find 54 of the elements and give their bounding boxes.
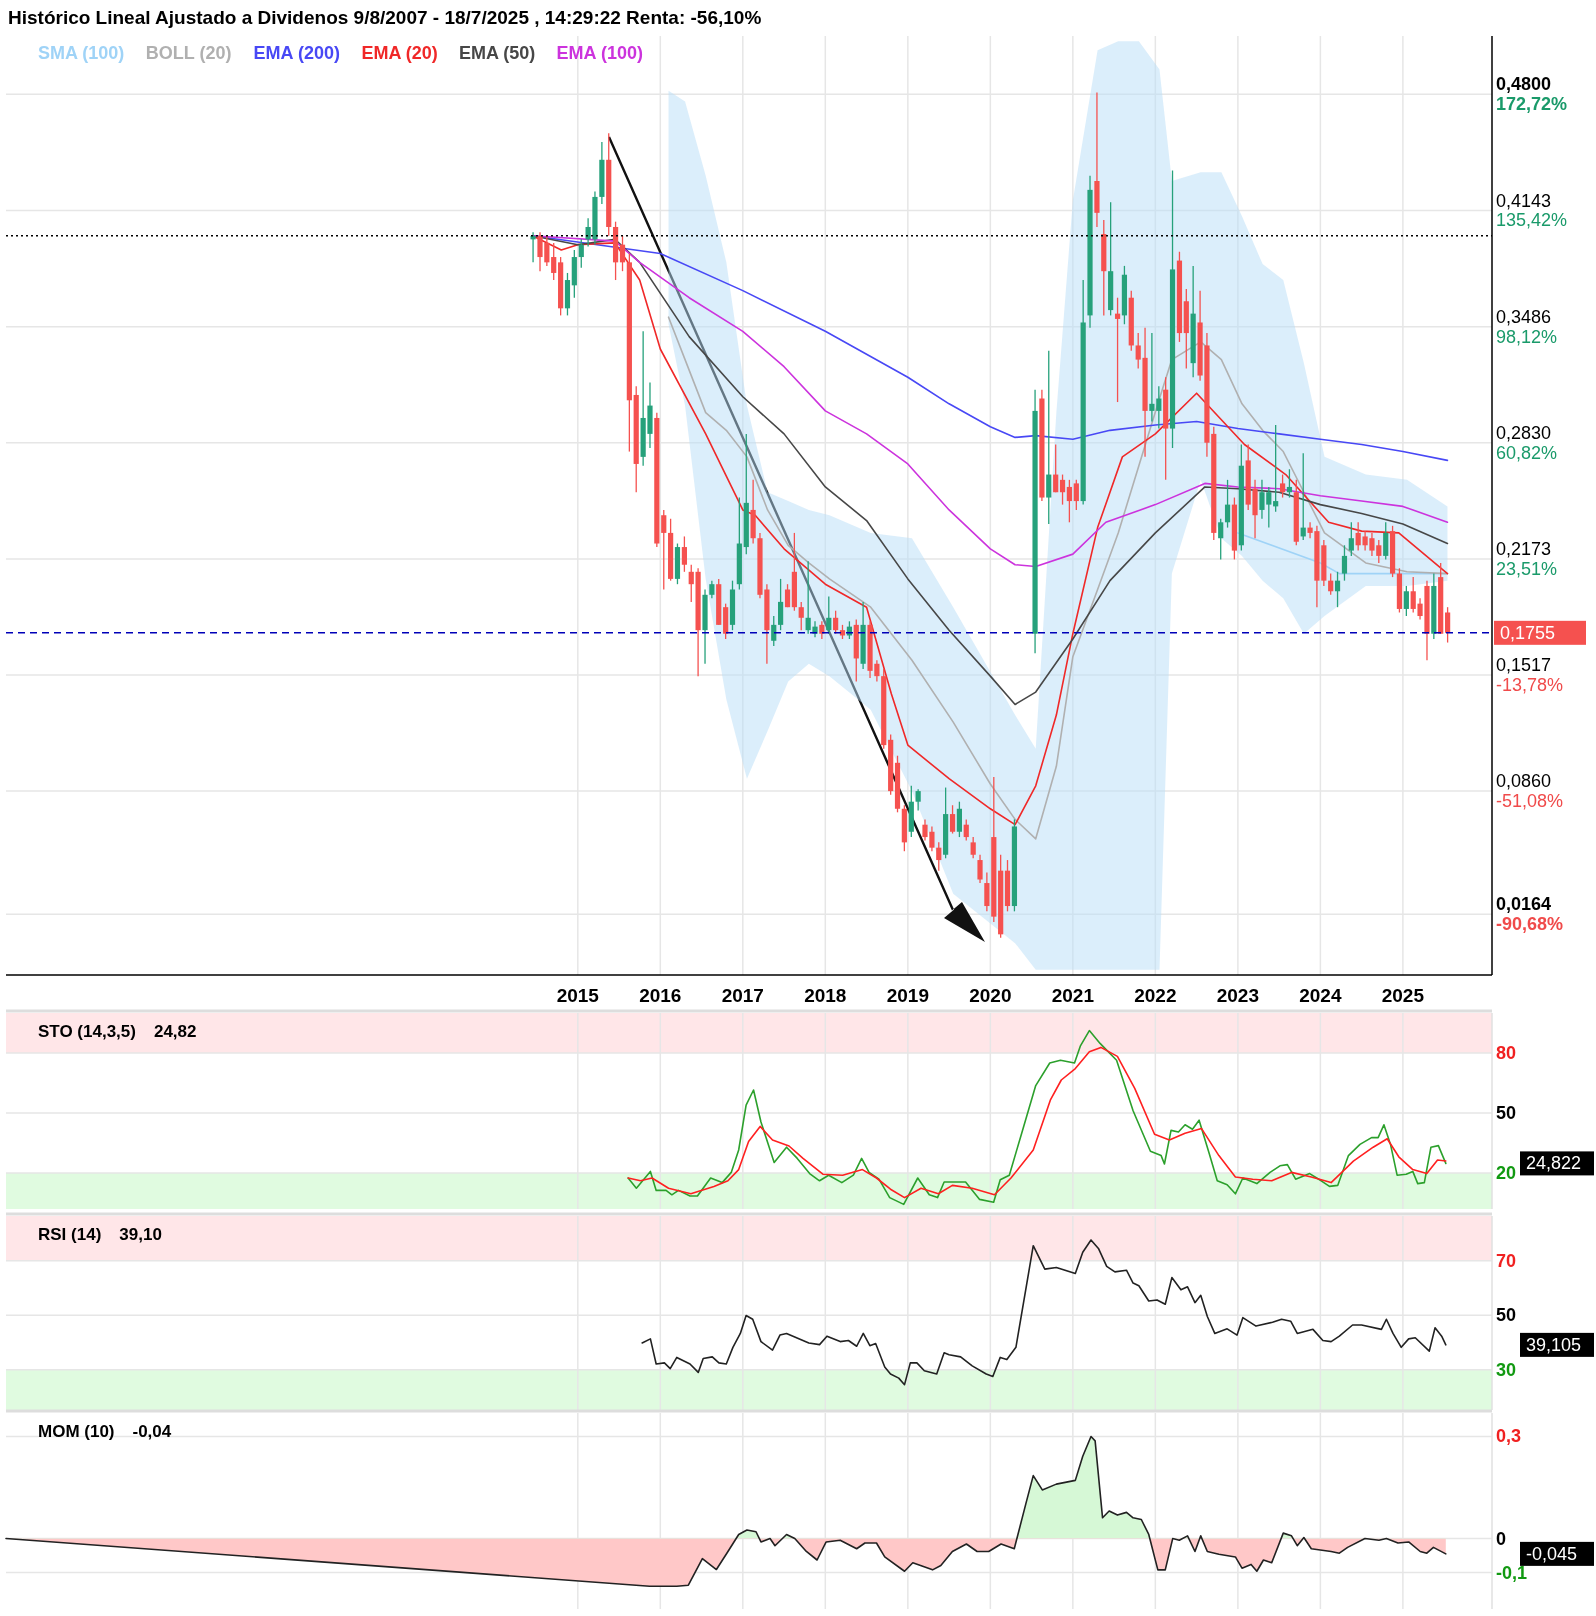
- text: SMA (100): [38, 43, 125, 63]
- y2-tick-label: -13,78%: [1496, 674, 1564, 695]
- y-tick-label: 50: [1496, 1305, 1517, 1326]
- text: EMA (200): [253, 43, 340, 63]
- x-tick-label: 2024: [1299, 985, 1342, 1006]
- x-tick-label: 2016: [639, 985, 682, 1006]
- y-tick-label: 80: [1496, 1043, 1517, 1063]
- y2-tick-label: 135,42%: [1496, 210, 1568, 231]
- y2-tick-label: -51,08%: [1496, 790, 1564, 811]
- y2-tick-label: 98,12%: [1496, 326, 1558, 347]
- text: MOM (10): [38, 1422, 115, 1441]
- x-tick-label: 2020: [969, 985, 1012, 1006]
- text: 39,10: [119, 1225, 162, 1244]
- ref-line-label: 0,1755: [1500, 622, 1556, 643]
- text: EMA (50): [459, 43, 536, 63]
- y2-tick-label: 172,72%: [1496, 94, 1568, 115]
- y-tick-label: 70: [1496, 1250, 1517, 1271]
- text: 24,82: [153, 1022, 197, 1041]
- y-tick-label: 0,1517: [1496, 654, 1552, 675]
- chart-title: Histórico Lineal Ajustado a Dividenos 9/8/2007 - 18/7/2025 , 14:29:22 Renta: -56,10%: [8, 7, 762, 28]
- x-tick-label: 2018: [804, 985, 847, 1006]
- text: EMA (20): [361, 43, 438, 63]
- y-tick-label: 0,0860: [1496, 771, 1552, 792]
- line-series: [641, 1239, 1447, 1386]
- y2-tick-label: -90,68%: [1496, 914, 1564, 935]
- y2-tick-label: 60,82%: [1496, 442, 1558, 463]
- y-tick-label: 0,4800: [1496, 74, 1552, 95]
- text: 24,822: [1526, 1153, 1582, 1174]
- text: EMA (100): [556, 43, 643, 63]
- y-tick-label: 20: [1496, 1163, 1517, 1183]
- x-tick-label: 2015: [556, 985, 600, 1006]
- y-tick-label: 0,0164: [1496, 894, 1552, 915]
- y-tick-label: 0: [1496, 1528, 1507, 1549]
- x-tick-label: 2025: [1381, 985, 1425, 1006]
- text: RSI (14): [38, 1225, 102, 1244]
- text: STO (14,3,5): [38, 1022, 136, 1041]
- text: -0,045: [1526, 1543, 1578, 1564]
- y-tick-label: 0,2173: [1496, 538, 1552, 559]
- x-tick-label: 2022: [1134, 985, 1177, 1006]
- y-tick-label: 0,4143: [1496, 190, 1552, 211]
- x-tick-label: 2023: [1216, 985, 1260, 1006]
- x-tick-label: 2019: [886, 985, 929, 1006]
- y-tick-label: 0,3486: [1496, 306, 1552, 327]
- y-tick-label: -0,1: [1496, 1562, 1528, 1583]
- y-tick-label: 30: [1496, 1359, 1517, 1380]
- x-tick-label: 2017: [721, 985, 764, 1006]
- y-tick-label: 0,2830: [1496, 422, 1552, 443]
- y2-tick-label: 23,51%: [1496, 558, 1558, 579]
- text: 39,105: [1526, 1334, 1582, 1355]
- x-tick-label: 2021: [1051, 985, 1095, 1006]
- text: BOLL (20): [145, 43, 232, 63]
- y-tick-label: 0,3: [1496, 1426, 1522, 1447]
- text: -0,04: [132, 1422, 172, 1441]
- y-tick-label: 50: [1496, 1103, 1517, 1123]
